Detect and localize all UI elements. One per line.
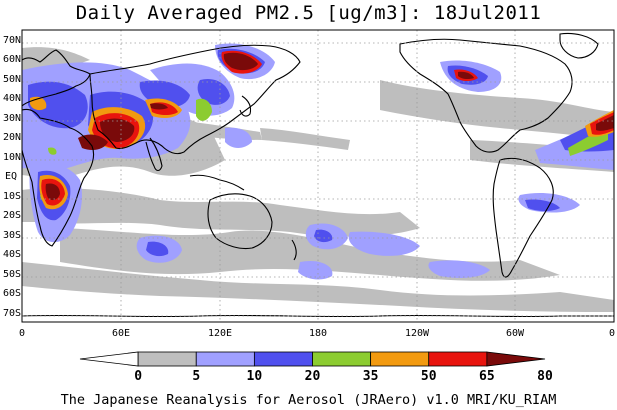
lon-label: 120W <box>405 328 430 339</box>
asia-coast <box>89 44 301 155</box>
north-america-coast <box>399 38 573 153</box>
south-america-coast <box>492 157 554 278</box>
new-zealand-coast <box>291 239 297 261</box>
colorbar-segment <box>195 351 255 367</box>
lat-label: 70S <box>3 308 21 319</box>
lat-label: 70N <box>3 35 21 46</box>
colorbar-segment <box>428 351 488 367</box>
japan-coast <box>239 95 252 117</box>
footer-credit: The Japanese Reanalysis for Aerosol (JRA… <box>60 392 557 408</box>
colorbar-segment <box>79 351 139 367</box>
lon-label: 180 <box>309 328 327 339</box>
lat-label: 50S <box>3 269 21 280</box>
lat-label: 30N <box>3 113 21 124</box>
pm25-level-80-plus <box>45 52 614 201</box>
colorbar-segment <box>312 351 372 367</box>
colorbar-tick-label: 35 <box>363 369 379 384</box>
colorbar: 0 5 10 20 35 50 65 80 <box>79 351 553 384</box>
colorbar-tick-label: 0 <box>134 369 142 384</box>
colorbar-tick-label: 50 <box>421 369 437 384</box>
lon-label: 0 <box>609 328 615 339</box>
map-grid <box>22 30 614 322</box>
lat-label: 60S <box>3 288 21 299</box>
lat-label: 50N <box>3 74 21 85</box>
lat-label: 10S <box>3 191 21 202</box>
map-frame <box>21 29 615 323</box>
antarctica-coast <box>22 314 614 318</box>
map-title: Daily Averaged PM2.5 [ug/m3]: 18Jul2011 <box>75 2 542 24</box>
lon-label: 60E <box>112 328 130 339</box>
latitude-labels: 70N 60N 50N 40N 30N 20N 10N EQ 10S 20S 3… <box>3 35 21 319</box>
colorbar-segment <box>370 351 430 367</box>
lon-label: 0 <box>19 328 25 339</box>
lat-label: 20S <box>3 210 21 221</box>
lat-label: 10N <box>3 152 21 163</box>
colorbar-tick-label: 80 <box>537 369 553 384</box>
lat-label: 20N <box>3 132 21 143</box>
lat-label: 40N <box>3 93 21 104</box>
colorbar-segment <box>253 351 313 367</box>
india-coast <box>145 137 163 172</box>
colorbar-segment <box>486 351 546 367</box>
lat-label: EQ <box>5 171 17 182</box>
lon-label: 120E <box>208 328 232 339</box>
colorbar-segment <box>137 351 197 367</box>
longitude-labels: 0 60E 120E 180 120W 60W 0 <box>19 328 615 339</box>
africa-coast <box>22 108 95 247</box>
lat-label: 60N <box>3 54 21 65</box>
colorbar-tick-label: 5 <box>192 369 200 384</box>
colorbar-tick-label: 65 <box>479 369 495 384</box>
lat-label: 30S <box>3 230 21 241</box>
lat-label: 40S <box>3 249 21 260</box>
greenland-coast <box>559 32 599 59</box>
colorbar-tick-label: 10 <box>247 369 263 384</box>
colorbar-tick-label: 20 <box>305 369 321 384</box>
lon-label: 60W <box>506 328 525 339</box>
